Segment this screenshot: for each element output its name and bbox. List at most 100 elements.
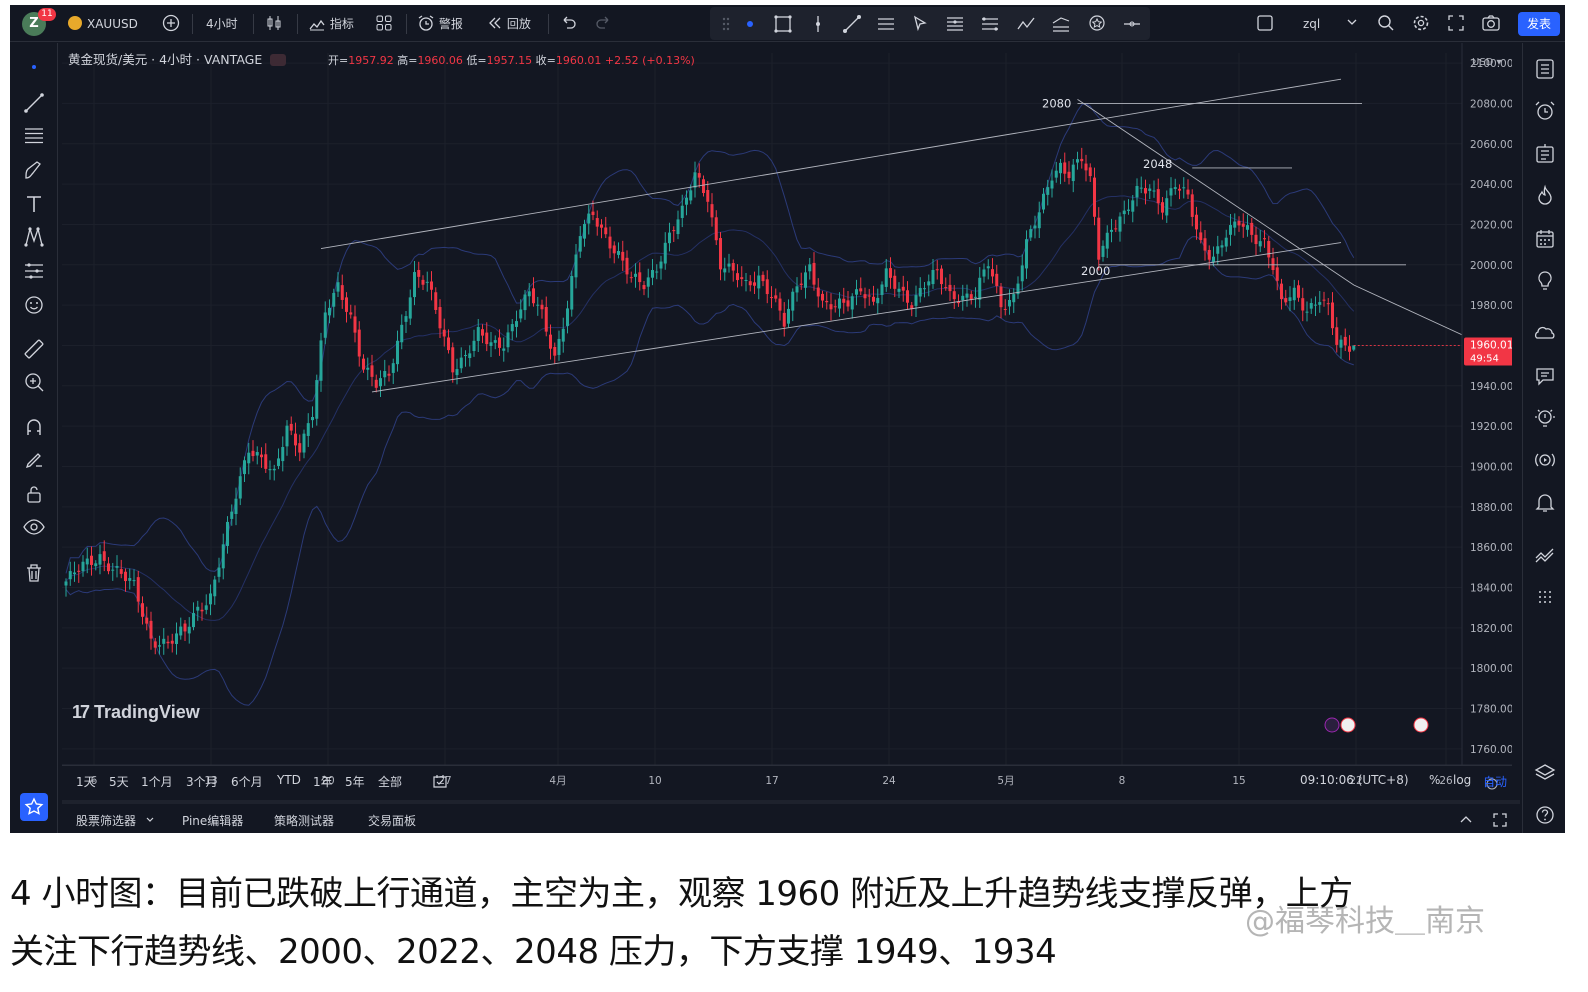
more-options-icon[interactable] (1122, 14, 1142, 34)
undo-button[interactable] (561, 14, 577, 34)
path-tool-icon[interactable] (1016, 14, 1036, 34)
candle-body (1271, 258, 1275, 271)
price-tick-label: 1760.00 (1470, 744, 1512, 756)
layers-icon[interactable] (1533, 761, 1557, 785)
candle-body (617, 251, 620, 255)
indicators-button[interactable]: 指标 (308, 14, 354, 34)
fib-retracement-icon[interactable] (22, 124, 46, 148)
candle-body (255, 452, 259, 456)
range-all[interactable]: 全部 (378, 775, 403, 789)
fib-tool-icon[interactable] (945, 14, 965, 34)
dom-grid-icon[interactable] (1533, 585, 1557, 609)
templates-button[interactable] (375, 14, 393, 34)
auto-scale-toggle[interactable]: 自动 (1483, 775, 1508, 789)
collapse-panel-button[interactable] (1458, 812, 1474, 831)
ruler-icon[interactable] (22, 337, 46, 361)
chat-cloud-icon[interactable] (1533, 321, 1557, 345)
hotlist-flame-icon[interactable] (1533, 184, 1557, 208)
color-dot-icon[interactable] (740, 14, 760, 34)
clock-readout[interactable]: 09:10:06 (UTC+8) (1300, 773, 1409, 787)
tab-pine-editor[interactable]: Pine编辑器 (182, 814, 244, 828)
pattern-tool-icon[interactable] (22, 225, 46, 249)
symbol-search-button[interactable]: XAUUSD (68, 14, 138, 34)
prediction-tool-icon[interactable] (22, 259, 46, 283)
rectangle-tool-icon[interactable] (773, 14, 793, 34)
alarm-clock-icon[interactable] (1533, 99, 1557, 123)
brush-icon[interactable] (22, 158, 46, 182)
log-scale-toggle[interactable]: log (1453, 773, 1472, 787)
cursor-tool-icon[interactable] (910, 14, 930, 34)
publish-button[interactable]: 发表 (1518, 12, 1560, 36)
layout-dropdown-button[interactable] (1346, 14, 1358, 34)
watchlist-star-button[interactable] (20, 793, 48, 821)
percent-scale-toggle[interactable]: % (1429, 773, 1441, 787)
settings-button[interactable] (1412, 14, 1430, 34)
parallel-channel-tool-icon[interactable] (876, 14, 896, 34)
snapshot-button[interactable] (1481, 14, 1501, 34)
layout-name-button[interactable]: zql (1303, 14, 1320, 34)
range-5d[interactable]: 5天 (109, 775, 129, 789)
tips-lightbulb-icon[interactable] (1533, 406, 1557, 430)
chat-icon[interactable] (1533, 364, 1557, 388)
magnet-icon[interactable] (22, 415, 46, 439)
range-ytd[interactable]: YTD (277, 773, 301, 787)
candle-body (595, 218, 599, 227)
chart-type-button[interactable] (265, 14, 283, 34)
range-6m[interactable]: 6个月 (231, 775, 263, 789)
range-1d[interactable]: 1天 (76, 775, 96, 789)
alert-button[interactable]: 警报 (417, 14, 463, 34)
range-5y[interactable]: 5年 (345, 775, 365, 789)
layout-toggle-button[interactable] (1256, 14, 1274, 34)
interval-button[interactable]: 4小时 (206, 17, 238, 31)
chart-legend[interactable]: 黄金现货/美元 · 4小时 · VANTAGE (68, 51, 294, 69)
emoji-icon[interactable] (22, 293, 46, 317)
stay-drawing-icon[interactable] (22, 448, 46, 472)
redo-button[interactable] (595, 14, 611, 34)
projection-tool-icon[interactable] (1051, 14, 1071, 34)
drag-handle-icon[interactable] (716, 14, 736, 34)
eye-icon[interactable] (22, 515, 46, 539)
candle-body (387, 373, 391, 376)
replay-button[interactable]: 回放 (487, 14, 531, 34)
range-3m[interactable]: 3个月 (186, 775, 218, 789)
text-tool-icon[interactable] (22, 192, 46, 216)
maximize-panel-button[interactable] (1492, 812, 1508, 831)
flag-icon[interactable] (270, 54, 287, 66)
countdown-label: 49:54 (1470, 353, 1499, 364)
search-button[interactable] (1377, 14, 1395, 34)
compare-symbol-button[interactable] (162, 14, 180, 34)
candle-body (536, 304, 540, 306)
tab-stock-screener[interactable]: 股票筛选器 (76, 812, 155, 829)
tab-trading-panel[interactable]: 交易面板 (368, 814, 417, 828)
candle-body (260, 454, 263, 458)
candle-body (1025, 239, 1028, 269)
calendar-icon[interactable] (1533, 227, 1557, 251)
vertical-line-tool-icon[interactable] (808, 14, 828, 34)
candle-body (553, 346, 557, 356)
trash-icon[interactable] (22, 561, 46, 585)
data-window-icon[interactable] (1533, 142, 1557, 166)
candle-body (349, 312, 353, 315)
streams-play-icon[interactable] (1533, 448, 1557, 472)
notifications-bell-icon[interactable] (1533, 490, 1557, 514)
favorite-star-icon[interactable] (1087, 14, 1107, 34)
zoom-in-icon[interactable] (22, 370, 46, 394)
help-icon[interactable] (1533, 803, 1557, 827)
tradingview-logo[interactable]: 17 TradingView (72, 702, 200, 723)
watchlist-icon[interactable] (1533, 57, 1557, 81)
candle-body (413, 272, 416, 298)
range-1m[interactable]: 1个月 (141, 775, 173, 789)
fullscreen-button[interactable] (1447, 14, 1465, 34)
range-1y[interactable]: 1年 (313, 775, 333, 789)
goto-date-button[interactable] (432, 773, 448, 792)
crosshair-tool-icon[interactable] (22, 55, 46, 79)
candle-body (1148, 188, 1152, 191)
lock-icon[interactable] (22, 482, 46, 506)
trend-line-tool-icon[interactable] (842, 14, 862, 34)
ideas-lightbulb-icon[interactable] (1533, 269, 1557, 293)
trading-panel-icon[interactable] (1533, 543, 1557, 567)
tab-strategy-tester[interactable]: 策略测试器 (274, 814, 335, 828)
pitchfork-tool-icon[interactable] (980, 14, 1000, 34)
trend-line-icon[interactable] (22, 91, 46, 115)
